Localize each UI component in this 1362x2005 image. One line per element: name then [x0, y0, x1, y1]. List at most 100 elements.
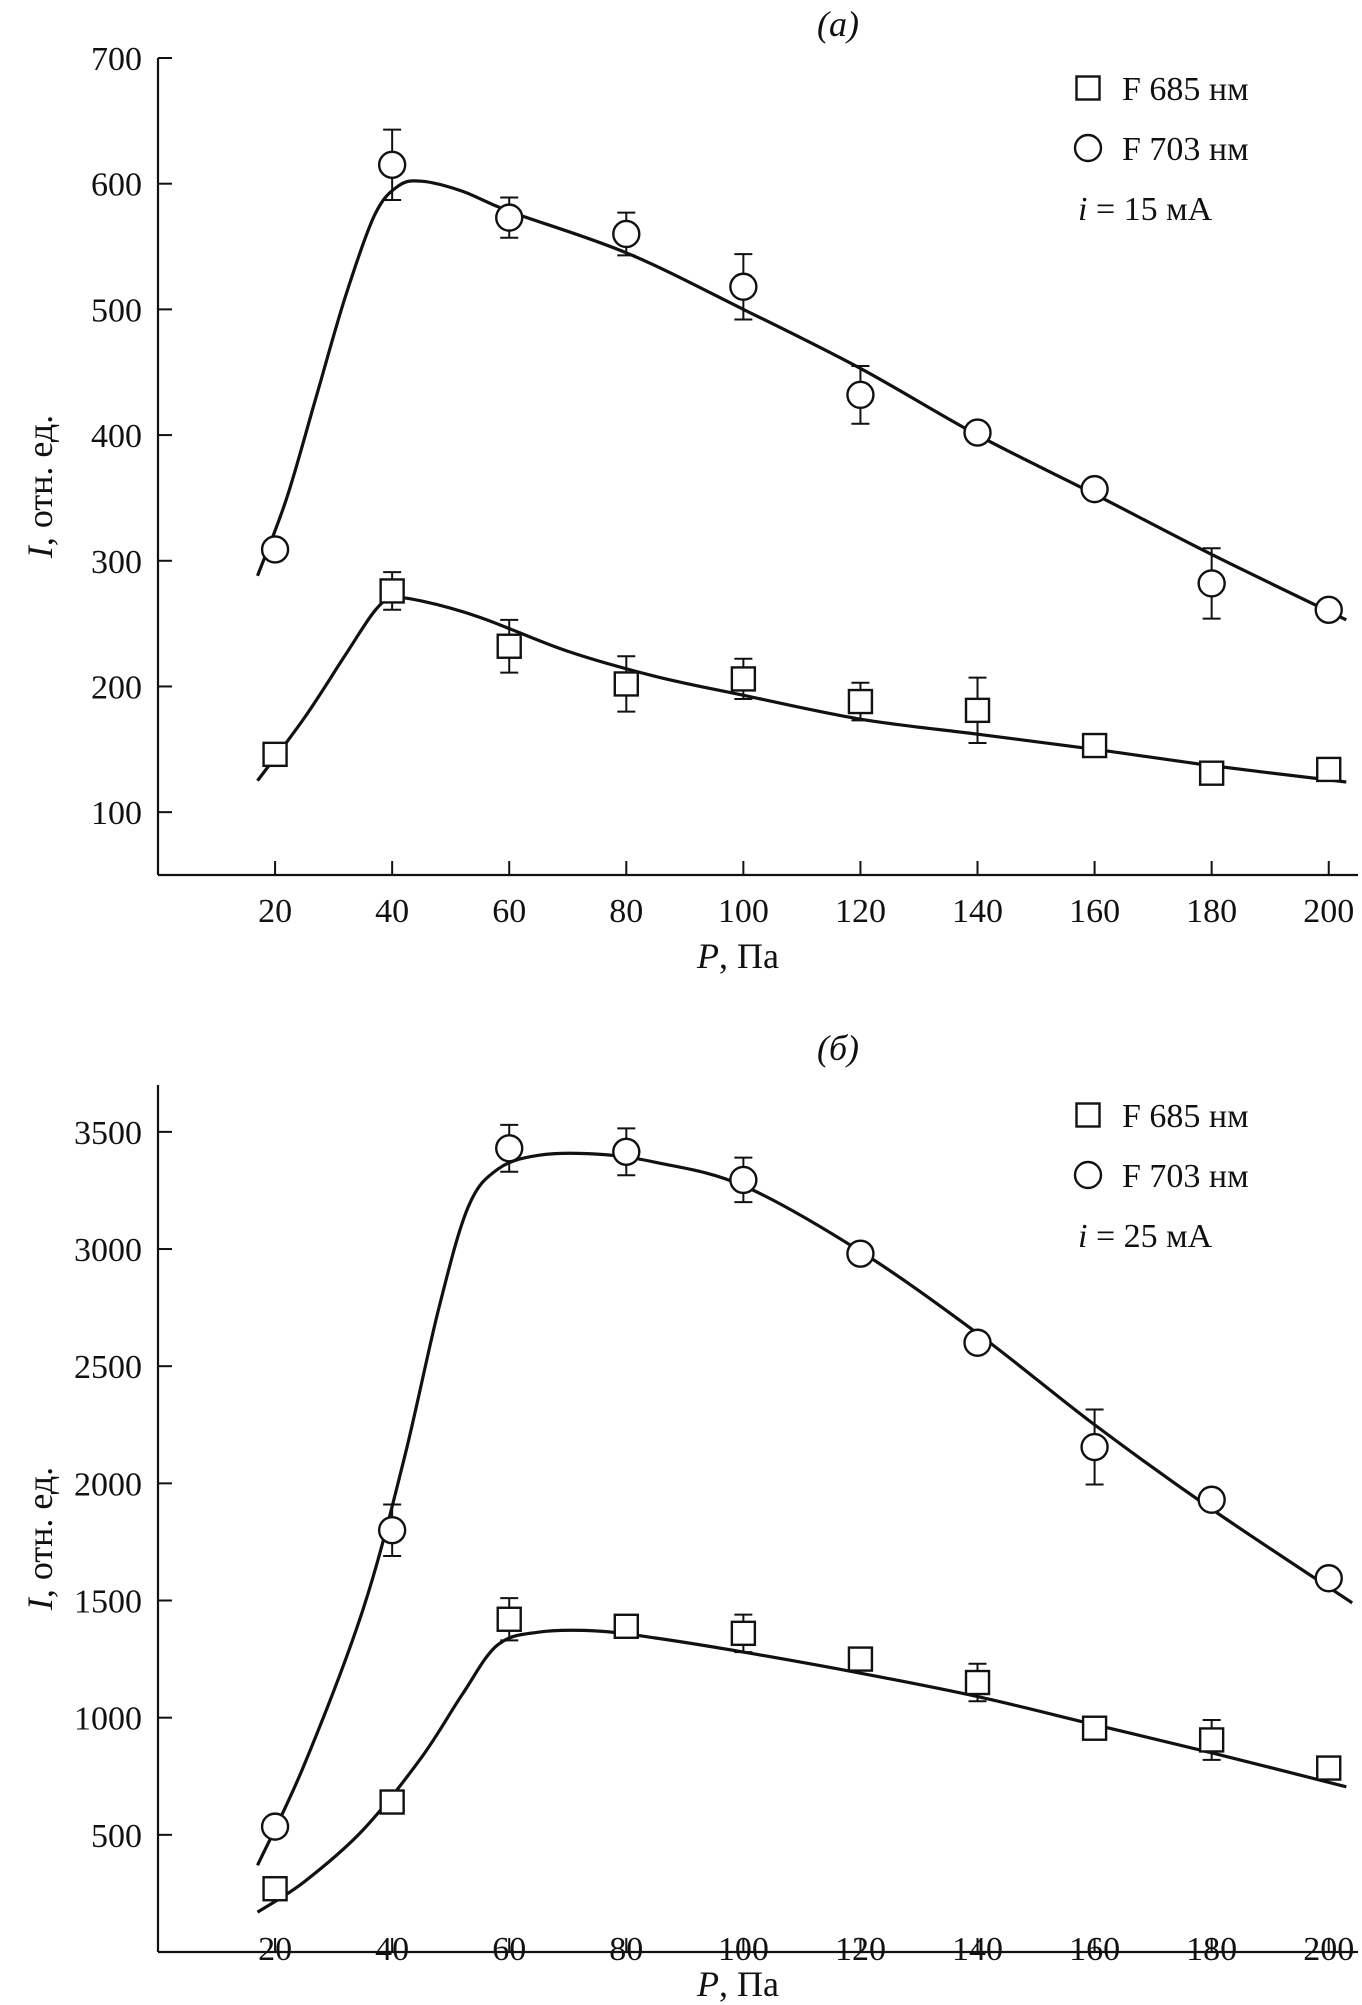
x-tick-label: 120 — [835, 893, 886, 930]
y-tick-label: 500 — [91, 292, 142, 329]
fit-curve — [256, 1151, 1354, 1866]
data-point-circle — [612, 1137, 641, 1166]
data-point-circle — [377, 1516, 407, 1545]
x-axis-symbol: P — [696, 1964, 719, 2004]
data-point-circle — [1314, 595, 1343, 624]
data-point-square — [496, 633, 522, 659]
legend: F 685 нм F 703 нм i = 15 мА — [1073, 71, 1249, 228]
x-tick-label: 80 — [609, 1931, 643, 1968]
data-point-square — [496, 1606, 522, 1632]
legend-entry-label: F 703 нм — [1122, 1158, 1249, 1195]
legend: F 685 нм F 703 нм i = 25 мА — [1073, 1098, 1249, 1255]
current-value: = 25 мА — [1087, 1218, 1212, 1255]
data-point-circle — [1197, 1485, 1226, 1514]
y-tick-label: 400 — [91, 418, 142, 455]
x-axis-unit: , Па — [719, 1964, 779, 2004]
current-symbol: i — [1078, 191, 1087, 228]
x-tick-label: 40 — [375, 893, 409, 930]
x-tick-label: 180 — [1186, 1931, 1237, 1968]
data-point-square — [262, 1876, 288, 1902]
current-value: = 15 мА — [1087, 191, 1212, 228]
y-axis-label: I, отн. ед. — [20, 1467, 60, 1611]
x-tick-label: 60 — [492, 893, 526, 930]
legend-square-marker — [1075, 75, 1101, 101]
x-tick-label: 160 — [1069, 1931, 1120, 1968]
data-point-square — [613, 671, 639, 697]
data-point-circle — [1080, 1432, 1109, 1462]
legend-circle-marker — [1073, 133, 1103, 163]
data-point-square — [964, 697, 991, 724]
fit-curve — [256, 1628, 1347, 1914]
chart-title: (a) — [817, 4, 859, 44]
series-f703 — [256, 128, 1347, 624]
data-point-square — [847, 1646, 874, 1672]
data-point-square — [1316, 1755, 1342, 1781]
y-tick-label: 300 — [91, 544, 142, 581]
data-point-square — [379, 578, 405, 604]
y-tick-label: 500 — [91, 1818, 142, 1855]
data-point-square — [847, 688, 874, 715]
data-point-circle — [260, 1812, 290, 1841]
x-tick-label: 180 — [1186, 893, 1237, 930]
x-tick-label: 20 — [258, 1931, 292, 1968]
x-tick-label: 80 — [609, 893, 643, 930]
data-point-circle — [1314, 1564, 1343, 1593]
legend-circle-marker — [1073, 1160, 1103, 1190]
x-axis-label: P, Па — [696, 936, 779, 976]
current-annotation: i = 15 мА — [1078, 191, 1213, 228]
x-tick-label: 140 — [952, 1931, 1003, 1968]
data-point-square — [262, 741, 288, 768]
x-tick-label: 120 — [835, 1931, 886, 1968]
data-point-square — [730, 1620, 757, 1647]
chart-panel-a: (a) 100 200 300 400 500 600 700 20 40 60 80 100 120 14… — [20, 4, 1358, 976]
x-tick-label: 100 — [718, 893, 769, 930]
legend-square-marker — [1075, 1102, 1101, 1128]
x-tick-label: 20 — [258, 893, 292, 930]
y-axis-symbol: I — [20, 544, 60, 559]
x-tick-label: 160 — [1069, 893, 1120, 930]
x-tick-label: 100 — [718, 1931, 769, 1968]
y-tick-label: 2000 — [74, 1466, 142, 1503]
data-point-square — [1198, 1727, 1225, 1753]
chart-panel-b: (б) 500 1000 1500 2000 2500 3000 3500 20 40 60 80 10… — [20, 1028, 1358, 2004]
x-tick-label: 40 — [375, 1931, 409, 1968]
data-point-square — [730, 666, 757, 692]
series-f685 — [256, 571, 1347, 786]
data-point-circle — [846, 380, 875, 410]
fit-curve — [256, 179, 1347, 622]
y-axis-label: I, отн. ед. — [20, 415, 60, 559]
data-point-circle — [729, 1165, 758, 1195]
legend-entry-label: F 685 нм — [1122, 1098, 1249, 1135]
data-point-circle — [963, 1328, 992, 1357]
data-point-circle — [495, 1134, 524, 1163]
x-tick-label: 140 — [952, 893, 1003, 930]
y-axis-unit: , отн. ед. — [20, 415, 60, 546]
x-axis-unit: , Па — [719, 936, 779, 976]
y-axis-unit: , отн. ед. — [20, 1467, 60, 1598]
legend-entry-label: F 685 нм — [1122, 71, 1249, 108]
y-tick-label: 1500 — [74, 1584, 142, 1621]
data-point-square — [613, 1613, 639, 1639]
data-point-square — [1081, 732, 1108, 759]
data-point-circle — [729, 272, 758, 301]
y-tick-label: 700 — [91, 41, 142, 78]
y-tick-label: 1000 — [74, 1701, 142, 1738]
data-point-square — [1316, 756, 1342, 783]
y-tick-label: 3000 — [74, 1232, 142, 1269]
current-annotation: i = 25 мА — [1078, 1218, 1213, 1255]
current-symbol: i — [1078, 1218, 1087, 1255]
x-tick-label: 60 — [492, 1931, 526, 1968]
series-f703 — [256, 1123, 1354, 1866]
y-tick-label: 2500 — [74, 1349, 142, 1386]
data-point-square — [1081, 1715, 1108, 1741]
y-tick-label: 3500 — [74, 1115, 142, 1152]
data-point-square — [1198, 760, 1225, 786]
chart-title: (б) — [817, 1028, 859, 1068]
data-point-circle — [495, 203, 524, 232]
data-point-circle — [1080, 474, 1109, 504]
data-point-circle — [612, 219, 641, 249]
series-f685 — [256, 1597, 1347, 1914]
data-point-circle — [377, 150, 407, 180]
data-point-circle — [1197, 569, 1226, 598]
